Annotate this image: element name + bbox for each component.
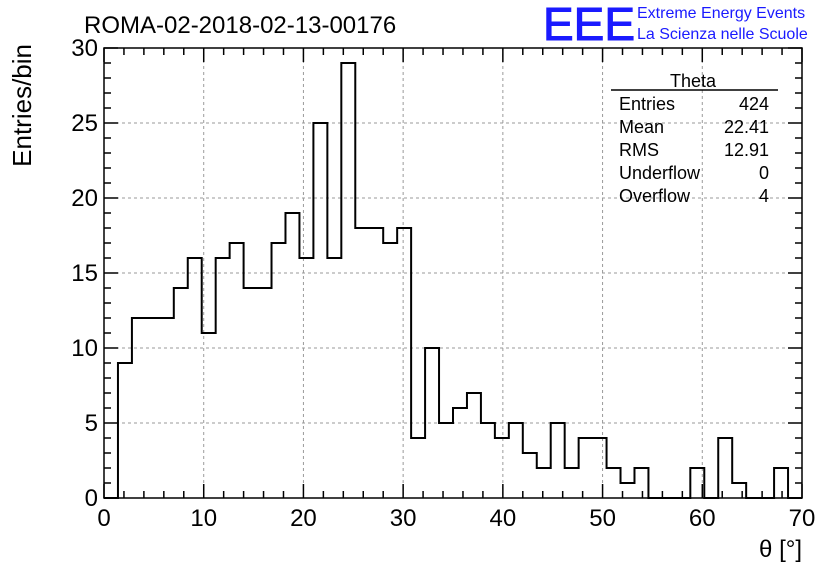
histogram-bin — [439, 423, 453, 498]
x-tick-label: 70 — [789, 505, 816, 532]
eee-logo-line1: Extreme Energy Events — [637, 5, 805, 22]
y-tick-label: 20 — [71, 185, 98, 212]
grid-lines — [104, 48, 802, 498]
stats-title: Theta — [670, 71, 717, 91]
histogram-bin — [579, 438, 593, 498]
x-tick-label: 20 — [290, 505, 317, 532]
histogram-bin — [481, 423, 495, 498]
histogram-bin — [551, 423, 565, 498]
histogram-bin — [174, 288, 188, 498]
histogram-bin — [383, 243, 397, 498]
histogram-bin — [355, 228, 369, 498]
stats-row-label: Entries — [619, 94, 675, 114]
x-axis-label: θ [°] — [759, 536, 802, 563]
histogram-bin — [132, 318, 146, 498]
x-tick-label: 60 — [689, 505, 716, 532]
histogram-bin — [299, 258, 313, 498]
x-tick-label: 10 — [190, 505, 217, 532]
histogram-bin — [188, 258, 202, 498]
axis-ticks — [103, 47, 803, 499]
stats-row-value: 0 — [759, 163, 769, 183]
histogram-bin — [146, 318, 160, 498]
histogram-bin — [718, 438, 732, 498]
y-tick-label: 0 — [85, 485, 98, 512]
histogram-bin — [593, 438, 607, 498]
stats-rows: Entries 424 Mean 22.41 RMS 12.91 Underflow 0 Ove… — [619, 94, 769, 206]
histogram-bins — [118, 63, 788, 498]
eee-logo-mark: EEE — [543, 0, 635, 50]
histogram-line — [104, 62, 802, 499]
stats-row-value: 22.41 — [724, 117, 769, 137]
histogram-bin — [327, 258, 341, 498]
histogram-bin — [509, 423, 523, 498]
histogram-bin — [313, 123, 327, 498]
y-tick-label: 5 — [85, 410, 98, 437]
histogram-bin — [369, 228, 383, 498]
stats-row-label: Underflow — [619, 163, 701, 183]
eee-logo: EEE Extreme Energy Events La Scienza nel… — [543, 0, 808, 51]
y-tick-label: 25 — [71, 110, 98, 137]
y-tick-label: 30 — [71, 35, 98, 62]
histogram-bin — [565, 468, 579, 498]
y-tick-label: 15 — [71, 260, 98, 287]
histogram-bin — [244, 288, 258, 498]
x-tick-label: 50 — [589, 505, 616, 532]
histogram-bin — [118, 363, 132, 498]
x-tick-label: 30 — [390, 505, 417, 532]
stats-row-value: 4 — [759, 186, 769, 206]
stats-row-value: 12.91 — [724, 140, 769, 160]
histogram-bin — [341, 63, 355, 498]
histogram-bin — [397, 228, 411, 498]
histogram-bin — [216, 258, 230, 498]
x-tick-label: 40 — [490, 505, 517, 532]
histogram-bin — [467, 393, 481, 498]
histogram-bin — [537, 468, 551, 498]
histogram-bin — [495, 438, 509, 498]
stats-box: Theta Entries 424 Mean 22.41 RMS 12.91 Underfl… — [611, 71, 778, 206]
histogram-bin — [230, 243, 244, 498]
histogram-bin — [411, 438, 425, 498]
chart-title: ROMA-02-2018-02-13-00176 — [84, 12, 396, 39]
histogram-bin — [774, 468, 788, 498]
histogram-bin — [732, 483, 746, 498]
histogram-bin — [453, 408, 467, 498]
histogram-bin — [272, 243, 286, 498]
eee-logo-line2: La Scienza nelle Scuole — [637, 26, 808, 43]
stats-row-label: Overflow — [619, 186, 691, 206]
x-tick-label: 0 — [97, 505, 110, 532]
stats-row-label: Mean — [619, 117, 664, 137]
y-tick-label: 10 — [71, 335, 98, 362]
histogram-bin — [607, 468, 621, 498]
stats-row-label: RMS — [619, 140, 659, 160]
histogram-bin — [285, 213, 299, 498]
histogram-bin — [258, 288, 272, 498]
y-axis-label: Entries/bin — [7, 44, 37, 167]
histogram-bin — [634, 468, 648, 498]
histogram-bin — [160, 318, 174, 498]
stats-row-value: 424 — [739, 94, 769, 114]
histogram-bin — [523, 453, 537, 498]
